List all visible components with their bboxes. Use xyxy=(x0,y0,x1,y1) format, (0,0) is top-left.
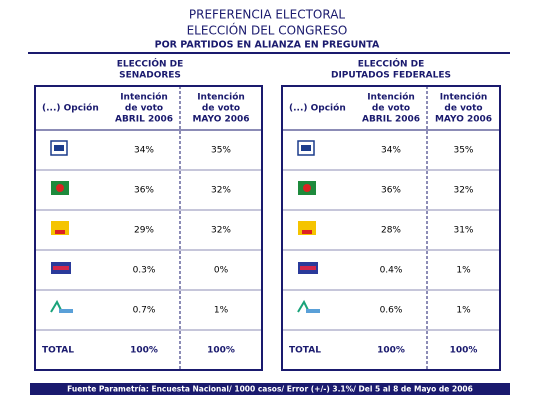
column-header: de voto xyxy=(444,104,482,114)
logo-pan-inner xyxy=(301,145,311,151)
column-header: de voto xyxy=(372,104,410,114)
logo-alt-b xyxy=(300,266,316,270)
logo-na-b xyxy=(59,309,73,313)
total-cell: TOTAL xyxy=(289,346,321,356)
title: PREFERENCIA ELECTORAL xyxy=(189,8,346,22)
cell: 32% xyxy=(211,186,231,196)
logo-pbt-b xyxy=(302,230,312,234)
logo-na xyxy=(50,299,62,313)
column-header: MAYO 2006 xyxy=(192,115,249,125)
total-cell: 100% xyxy=(450,346,478,356)
logo-apm-c xyxy=(303,184,311,192)
note: POR PARTIDOS EN ALIANZA EN PREGUNTA xyxy=(155,40,380,51)
cell: 29% xyxy=(134,226,154,236)
logo-pan-inner xyxy=(54,145,64,151)
table-title: ELECCIÓN DE xyxy=(358,58,425,70)
column-header: ABRIL 2006 xyxy=(115,115,173,125)
column-header: Intención xyxy=(120,92,168,103)
table-title: DIPUTADOS FEDERALES xyxy=(331,71,451,81)
cell: 1% xyxy=(214,306,229,316)
cell: 1% xyxy=(456,306,471,316)
cell: 0% xyxy=(214,266,229,276)
table-title: SENADORES xyxy=(119,71,181,81)
cell: 0.7% xyxy=(133,306,156,316)
cell: 36% xyxy=(381,186,401,196)
total-cell: TOTAL xyxy=(42,346,74,356)
cell: 0.4% xyxy=(380,266,403,276)
cell: 0.3% xyxy=(133,266,156,276)
column-header: (...) Opción xyxy=(42,103,99,114)
column-header: (...) Opción xyxy=(289,103,346,114)
cell: 31% xyxy=(453,226,473,236)
column-header: Intención xyxy=(367,92,415,103)
subtitle: ELECCIÓN DEL CONGRESO xyxy=(187,23,348,38)
column-header: MAYO 2006 xyxy=(435,115,492,125)
cell: 1% xyxy=(456,266,471,276)
cell: 0.6% xyxy=(380,306,403,316)
table-frame xyxy=(281,85,501,371)
footer-bar xyxy=(30,383,510,395)
logo-alt-b xyxy=(53,266,69,270)
footer: Fuente Parametría: Encuesta Nacional/ 10… xyxy=(67,385,473,394)
cell: 35% xyxy=(211,146,231,156)
column-header: ABRIL 2006 xyxy=(362,115,420,125)
cell: 28% xyxy=(381,226,401,236)
cell: 32% xyxy=(453,186,473,196)
cell: 32% xyxy=(211,226,231,236)
logo-apm-c xyxy=(56,184,64,192)
total-cell: 100% xyxy=(207,346,235,356)
cell: 34% xyxy=(381,146,401,156)
table-frame xyxy=(34,85,263,371)
total-cell: 100% xyxy=(377,346,405,356)
logo-na xyxy=(297,299,309,313)
total-cell: 100% xyxy=(130,346,158,356)
column-header: Intención xyxy=(440,92,488,103)
cell: 35% xyxy=(453,146,473,156)
logo-na-b xyxy=(306,309,320,313)
column-header: de voto xyxy=(202,104,240,114)
cell: 36% xyxy=(134,186,154,196)
logo-pbt-b xyxy=(55,230,65,234)
column-header: de voto xyxy=(125,104,163,114)
table-title: ELECCIÓN DE xyxy=(117,58,184,70)
cell: 34% xyxy=(134,146,154,156)
column-header: Intención xyxy=(197,92,245,103)
